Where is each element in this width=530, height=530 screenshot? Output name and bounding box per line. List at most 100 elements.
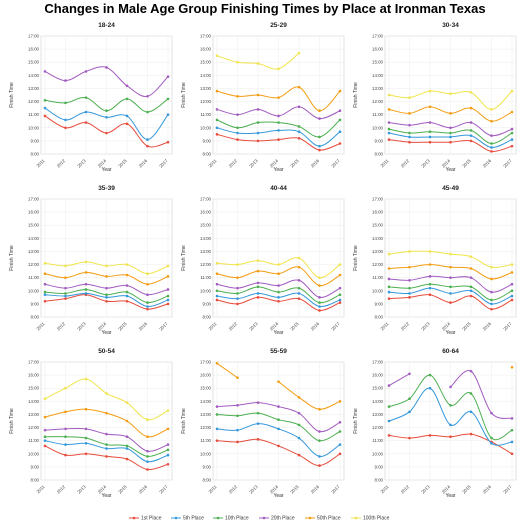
y-tick-label: 16:00	[372, 47, 384, 52]
data-point	[256, 411, 260, 415]
data-point	[490, 436, 493, 440]
data-point	[146, 455, 149, 458]
data-point	[387, 138, 391, 141]
data-point	[105, 299, 108, 303]
data-point	[449, 435, 452, 439]
data-point	[125, 114, 129, 118]
data-point	[125, 447, 129, 450]
data-point	[146, 307, 149, 311]
y-axis-label: Finish Time	[353, 82, 359, 108]
data-point	[469, 134, 473, 137]
data-point	[428, 250, 432, 253]
y-tick-label: 11:00	[200, 112, 211, 117]
data-point	[469, 91, 473, 94]
data-point	[236, 131, 239, 135]
y-tick-label: 10:00	[28, 451, 40, 456]
data-point	[318, 305, 321, 308]
y-axis-label: Finish Time	[181, 245, 187, 271]
data-point	[256, 93, 260, 97]
y-tick-label: 16:00	[200, 373, 212, 378]
data-point	[297, 286, 301, 290]
data-point	[146, 418, 149, 421]
y-tick-label: 10:00	[28, 288, 40, 293]
x-tick-label: 2014	[97, 158, 108, 169]
series-20th-place	[43, 282, 170, 297]
y-tick-label: 17:00	[372, 360, 384, 365]
x-tick-label: 2016	[482, 321, 493, 332]
data-point	[297, 436, 301, 440]
data-point	[166, 75, 170, 78]
data-point	[64, 443, 67, 446]
data-point	[277, 405, 280, 408]
chart-title: Changes in Male Age Group Finishing Time…	[44, 1, 485, 16]
y-tick-label: 8:00	[202, 152, 211, 157]
data-point	[387, 297, 391, 300]
y-tick-label: 9:00	[30, 138, 39, 143]
series-20th-place	[215, 105, 342, 120]
data-point	[297, 51, 301, 55]
y-tick-label: 12:00	[372, 425, 384, 430]
data-point	[43, 435, 47, 439]
y-tick-label: 12:00	[28, 262, 40, 267]
data-point	[490, 142, 493, 145]
y-tick-label: 13:00	[372, 249, 384, 254]
y-tick-label: 14:00	[200, 236, 212, 241]
series-100th-place	[215, 256, 342, 279]
data-point	[43, 114, 47, 118]
series-1st-place	[387, 293, 514, 311]
panel-title: 55-59	[270, 348, 287, 355]
y-tick-label: 15:00	[28, 223, 40, 228]
data-point	[166, 448, 170, 452]
data-point	[43, 293, 47, 297]
y-tick-label: 8:00	[202, 315, 211, 320]
data-point	[236, 297, 239, 300]
data-point	[146, 110, 149, 114]
series-100th-place	[387, 89, 514, 111]
data-point	[166, 294, 170, 298]
x-tick-label: 2015	[117, 484, 128, 495]
data-point	[125, 284, 129, 287]
x-tick-label: 2016	[310, 158, 321, 169]
data-point	[490, 150, 493, 153]
legend-marker	[262, 516, 266, 520]
data-point	[510, 127, 514, 131]
x-tick-label: 2015	[461, 158, 472, 169]
data-point	[146, 138, 149, 141]
data-point	[408, 112, 411, 115]
data-point	[428, 121, 432, 124]
x-tick-label: 2017	[330, 484, 341, 495]
y-tick-label: 16:00	[200, 47, 212, 52]
data-point	[105, 447, 108, 450]
data-point	[236, 263, 239, 266]
data-point	[146, 460, 149, 463]
data-point	[125, 263, 129, 266]
data-point	[236, 440, 239, 444]
y-tick-label: 13:00	[28, 412, 40, 417]
legend-label: 1st Place	[141, 516, 162, 522]
data-point	[84, 427, 88, 431]
x-tick-label: 2013	[76, 321, 87, 332]
data-point	[277, 418, 280, 421]
x-tick-label: 2014	[441, 321, 452, 332]
data-point	[215, 118, 219, 122]
data-point	[408, 278, 411, 282]
y-tick-label: 17:00	[28, 197, 40, 202]
x-axis-label: Year	[101, 167, 111, 173]
series-50th-place	[387, 263, 514, 281]
data-point	[469, 285, 473, 289]
data-point	[105, 66, 108, 69]
y-tick-label: 9:00	[30, 464, 39, 469]
y-tick-label: 17:00	[28, 360, 40, 365]
x-tick-label: 2017	[158, 321, 169, 332]
y-tick-label: 17:00	[372, 197, 384, 202]
data-point	[64, 276, 67, 279]
data-point	[64, 427, 67, 431]
series-5th-place	[387, 386, 514, 446]
data-point	[105, 115, 108, 119]
y-tick-label: 16:00	[28, 47, 40, 52]
panel-title: 50-54	[98, 348, 115, 355]
data-point	[105, 293, 108, 297]
data-point	[215, 362, 219, 365]
x-tick-label: 2015	[289, 321, 300, 332]
y-tick-label: 14:00	[28, 236, 40, 241]
